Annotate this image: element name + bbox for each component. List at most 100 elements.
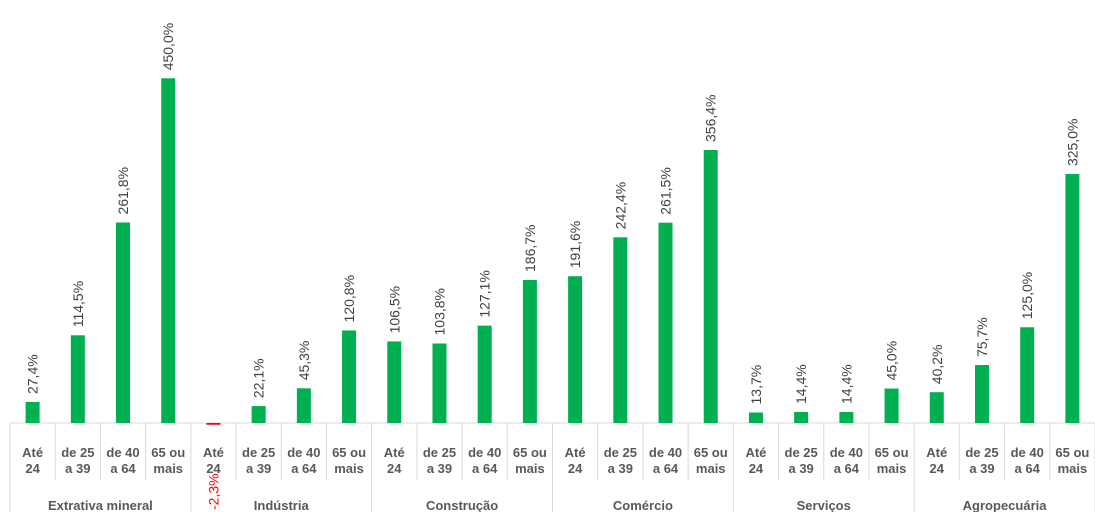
x-tick-label: mais — [877, 461, 907, 476]
bar — [1065, 174, 1080, 423]
x-tick-label: de 25 — [242, 445, 275, 460]
bar — [794, 411, 809, 423]
x-tick-label: a 64 — [291, 461, 317, 476]
x-tick-label: 65 ou — [513, 445, 547, 460]
x-tick-label: 24 — [930, 461, 945, 476]
data-label: 127,1% — [477, 270, 493, 317]
x-tick-label: Até — [926, 445, 947, 460]
bar — [25, 402, 40, 423]
data-label: 191,6% — [567, 221, 583, 268]
data-label: 261,8% — [115, 167, 131, 214]
data-label: 450,0% — [160, 23, 176, 70]
x-tick-label: Até — [22, 445, 43, 460]
bar — [748, 412, 763, 423]
x-tick-label: de 40 — [106, 445, 139, 460]
x-tick-label: mais — [334, 461, 364, 476]
data-label: 40,2% — [929, 345, 945, 385]
bar — [1020, 327, 1035, 423]
bar — [432, 343, 447, 423]
bar — [568, 276, 583, 423]
group-label: Comércio — [613, 498, 673, 512]
x-tick-label: Até — [203, 445, 224, 460]
bar — [296, 388, 311, 423]
bar — [929, 392, 944, 423]
x-tick-label: de 40 — [649, 445, 682, 460]
bar — [884, 388, 899, 423]
x-tick-label: a 39 — [65, 461, 90, 476]
x-tick-label: mais — [153, 461, 183, 476]
bar — [206, 423, 221, 425]
bar — [70, 335, 85, 423]
x-tick-label: de 25 — [61, 445, 94, 460]
x-tick-label: a 39 — [246, 461, 271, 476]
bar — [703, 149, 718, 423]
bar — [477, 325, 492, 423]
x-tick-label: mais — [696, 461, 726, 476]
data-label: 75,7% — [974, 317, 990, 357]
data-label: 103,8% — [431, 288, 447, 335]
data-label: 14,4% — [838, 364, 854, 404]
x-tick-label: mais — [1058, 461, 1088, 476]
x-tick-label: a 39 — [427, 461, 452, 476]
bar — [342, 330, 357, 423]
x-tick-label: de 25 — [423, 445, 456, 460]
data-label: 45,0% — [884, 341, 900, 381]
bar — [116, 222, 131, 423]
x-tick-label: 24 — [568, 461, 583, 476]
data-label: 13,7% — [748, 365, 764, 405]
group-label: Construção — [426, 498, 498, 512]
x-tick-label: 65 ou — [694, 445, 728, 460]
x-tick-label: a 39 — [788, 461, 813, 476]
data-label: 125,0% — [1019, 272, 1035, 319]
data-label: 27,4% — [25, 354, 41, 394]
data-label: 22,1% — [251, 358, 267, 398]
x-tick-label: Até — [745, 445, 766, 460]
x-tick-label: de 40 — [830, 445, 863, 460]
x-tick-label: 24 — [749, 461, 764, 476]
data-label: 242,4% — [612, 182, 628, 229]
group-label: Agropecuária — [963, 498, 1048, 512]
data-label: 14,4% — [793, 364, 809, 404]
data-label: 45,3% — [296, 341, 312, 381]
bar — [974, 365, 989, 423]
x-tick-label: mais — [515, 461, 545, 476]
bar — [839, 411, 854, 423]
bar — [522, 279, 537, 423]
x-tick-label: de 40 — [1011, 445, 1044, 460]
group-label: Extrativa mineral — [48, 498, 153, 512]
x-tick-label: a 64 — [110, 461, 136, 476]
x-tick-label: de 25 — [965, 445, 998, 460]
bar — [613, 237, 628, 423]
x-tick-label: 65 ou — [151, 445, 185, 460]
bar — [658, 222, 673, 423]
data-label: 261,5% — [658, 167, 674, 214]
data-label: 186,7% — [522, 225, 538, 272]
x-tick-label: a 39 — [969, 461, 994, 476]
data-label: 106,5% — [386, 286, 402, 333]
x-tick-label: a 64 — [653, 461, 679, 476]
bar — [251, 406, 266, 423]
bar — [387, 341, 402, 423]
data-label: -2,3% — [205, 473, 221, 510]
data-label: 114,5% — [70, 281, 86, 327]
group-label: Serviços — [797, 498, 851, 512]
x-tick-label: 65 ou — [332, 445, 366, 460]
x-tick-label: 65 ou — [875, 445, 909, 460]
x-tick-label: a 64 — [834, 461, 860, 476]
x-tick-label: a 39 — [608, 461, 633, 476]
data-label: 356,4% — [703, 95, 719, 142]
x-tick-label: 65 ou — [1055, 445, 1089, 460]
x-tick-label: de 25 — [604, 445, 637, 460]
x-tick-label: Até — [565, 445, 586, 460]
x-tick-label: de 40 — [287, 445, 320, 460]
bar — [161, 78, 176, 424]
x-tick-label: 24 — [206, 461, 221, 476]
x-tick-label: a 64 — [1015, 461, 1041, 476]
x-tick-label: Até — [384, 445, 405, 460]
x-tick-label: a 64 — [472, 461, 498, 476]
x-tick-label: 24 — [25, 461, 40, 476]
x-tick-label: de 40 — [468, 445, 501, 460]
data-label: 325,0% — [1064, 119, 1080, 166]
group-label: Indústria — [254, 498, 310, 512]
